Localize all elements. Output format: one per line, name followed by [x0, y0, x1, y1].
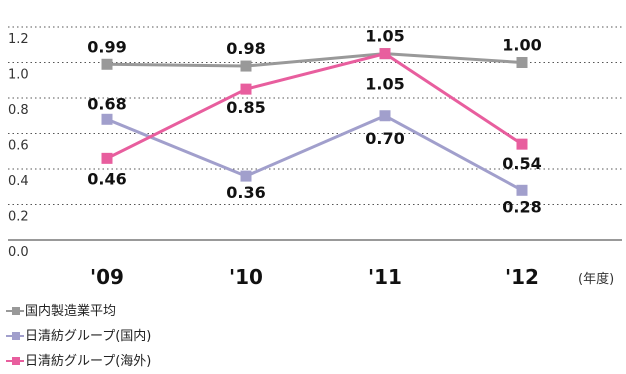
data-point: [379, 110, 391, 122]
data-point: [240, 170, 252, 182]
y-tick-label: 1.2: [8, 32, 29, 47]
data-point: [516, 184, 528, 196]
y-tick-label: 1.0: [8, 68, 29, 83]
series-line: [106, 52, 523, 160]
legend-marker: [12, 332, 20, 340]
data-point: [379, 48, 391, 60]
legend-marker: [12, 357, 20, 365]
data-label: 0.46: [87, 169, 126, 188]
data-label: 1.00: [502, 36, 541, 55]
data-point: [101, 152, 113, 164]
y-tick-label: 0.0: [8, 245, 29, 260]
x-tick-label: '11: [368, 265, 402, 289]
x-tick-label: '10: [229, 265, 263, 289]
data-label: 0.28: [502, 197, 541, 216]
data-label: 0.68: [87, 94, 126, 113]
data-label: 0.36: [226, 183, 265, 202]
series-line: [106, 52, 523, 68]
data-point: [516, 57, 528, 68]
series-line: [106, 114, 523, 192]
data-point: [101, 113, 113, 125]
x-unit-label: (年度): [578, 271, 614, 287]
data-label: 0.98: [226, 39, 265, 58]
legend-label: 日清紡グループ(国内): [25, 328, 151, 344]
data-label: 0.70: [365, 129, 404, 148]
data-point: [240, 60, 252, 72]
y-tick-label: 0.8: [8, 103, 29, 118]
data-label: 1.05: [365, 27, 404, 46]
y-tick-label: 0.6: [8, 139, 29, 154]
data-label: 1.05: [365, 75, 404, 94]
legend-label: 国内製造業平均: [25, 303, 116, 319]
x-tick-label: '09: [90, 265, 124, 289]
legend-marker: [12, 307, 20, 315]
data-label: 0.54: [502, 154, 541, 173]
data-point: [240, 83, 252, 95]
data-point: [516, 138, 528, 150]
y-tick-label: 0.2: [8, 210, 29, 225]
data-label: 0.85: [226, 98, 265, 117]
x-tick-label: '12: [505, 265, 539, 289]
data-point: [101, 58, 113, 70]
data-label: 0.99: [87, 37, 126, 56]
y-tick-label: 0.4: [8, 174, 29, 189]
legend-label: 日清紡グループ(海外): [25, 354, 151, 369]
